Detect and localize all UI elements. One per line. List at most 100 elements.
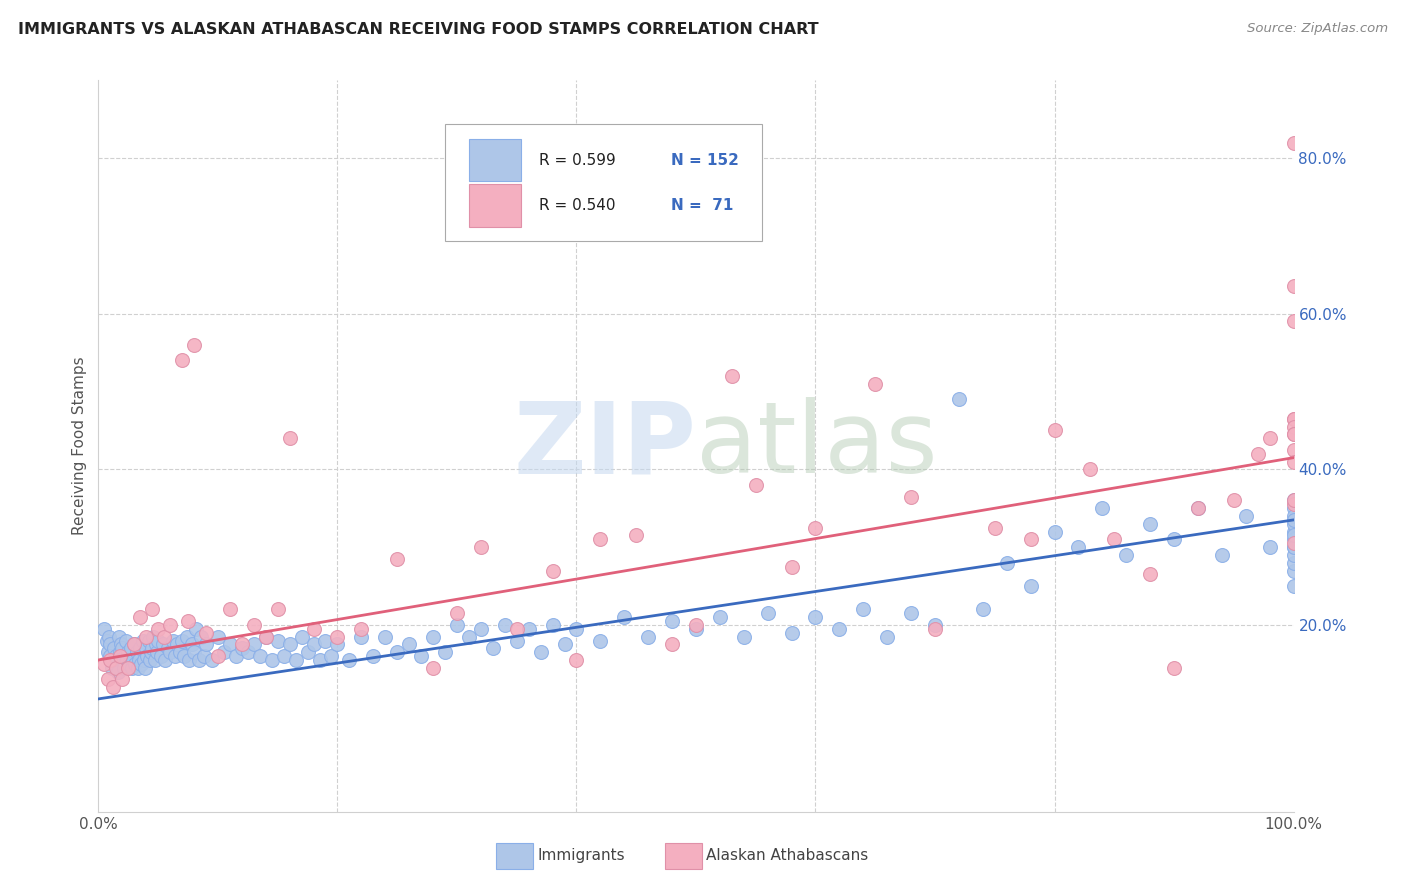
Point	[1019, 533, 1042, 547]
Point	[1163, 661, 1185, 675]
Text: R = 0.540: R = 0.540	[540, 198, 616, 213]
Point	[1282, 442, 1305, 457]
Point	[98, 637, 122, 651]
Point	[422, 630, 444, 644]
Point	[243, 618, 266, 632]
Point	[117, 661, 139, 675]
Point	[278, 637, 301, 651]
Point	[101, 653, 124, 667]
Point	[105, 661, 128, 675]
Point	[315, 633, 337, 648]
Point	[143, 653, 166, 667]
Point	[374, 630, 396, 644]
Point	[924, 622, 946, 636]
Point	[626, 528, 648, 542]
Point	[709, 610, 731, 624]
Point	[291, 630, 314, 644]
Point	[108, 649, 131, 664]
Y-axis label: Receiving Food Stamps: Receiving Food Stamps	[72, 357, 87, 535]
Point	[1043, 524, 1066, 539]
Point	[398, 637, 420, 651]
Point	[1282, 533, 1305, 547]
Point	[278, 431, 301, 445]
Text: Immigrants: Immigrants	[537, 848, 624, 863]
FancyBboxPatch shape	[496, 843, 533, 869]
Point	[118, 657, 141, 671]
Point	[132, 653, 155, 667]
Point	[530, 645, 553, 659]
Point	[1282, 516, 1305, 531]
Point	[589, 633, 612, 648]
Point	[195, 625, 218, 640]
Point	[273, 649, 295, 664]
Point	[219, 602, 242, 616]
Point	[134, 661, 156, 675]
Point	[243, 637, 266, 651]
Point	[1282, 524, 1305, 539]
Point	[149, 649, 172, 664]
Point	[231, 637, 253, 651]
Point	[267, 602, 290, 616]
Point	[1091, 501, 1114, 516]
Point	[190, 630, 212, 644]
Point	[865, 376, 887, 391]
Point	[828, 622, 851, 636]
Point	[1282, 540, 1305, 554]
Point	[350, 622, 373, 636]
Point	[434, 645, 457, 659]
Point	[155, 653, 177, 667]
Point	[159, 645, 181, 659]
FancyBboxPatch shape	[470, 139, 522, 181]
Point	[1282, 513, 1305, 527]
Point	[1163, 533, 1185, 547]
Point	[183, 338, 205, 352]
Point	[124, 637, 146, 651]
Point	[900, 607, 922, 621]
Point	[124, 657, 146, 671]
Point	[187, 653, 209, 667]
Point	[127, 661, 149, 675]
Point	[1187, 501, 1209, 516]
Point	[385, 645, 409, 659]
Point	[924, 618, 946, 632]
Point	[321, 649, 343, 664]
Point	[111, 673, 134, 687]
Point	[1282, 548, 1305, 562]
Point	[254, 630, 277, 644]
Point	[302, 637, 325, 651]
Point	[152, 637, 174, 651]
Point	[1019, 579, 1042, 593]
Point	[105, 649, 128, 664]
Point	[541, 618, 564, 632]
Point	[494, 618, 516, 632]
Point	[115, 653, 138, 667]
Point	[363, 649, 385, 664]
Point	[780, 625, 803, 640]
Point	[131, 633, 153, 648]
Text: Alaskan Athabascans: Alaskan Athabascans	[706, 848, 868, 863]
Point	[470, 622, 492, 636]
Point	[179, 653, 201, 667]
Point	[96, 633, 118, 648]
Point	[1282, 454, 1305, 468]
Point	[98, 653, 122, 667]
Point	[231, 641, 253, 656]
Point	[139, 653, 162, 667]
Point	[93, 622, 115, 636]
Point	[308, 653, 330, 667]
Point	[284, 653, 307, 667]
Point	[1282, 314, 1305, 328]
Point	[107, 630, 129, 644]
Point	[565, 622, 588, 636]
Point	[129, 641, 152, 656]
Point	[302, 622, 325, 636]
Point	[1282, 427, 1305, 442]
Point	[201, 653, 224, 667]
Point	[733, 630, 755, 644]
Point	[129, 610, 152, 624]
FancyBboxPatch shape	[665, 843, 702, 869]
Point	[721, 368, 744, 383]
Point	[131, 657, 153, 671]
Point	[254, 630, 277, 644]
Point	[111, 653, 134, 667]
